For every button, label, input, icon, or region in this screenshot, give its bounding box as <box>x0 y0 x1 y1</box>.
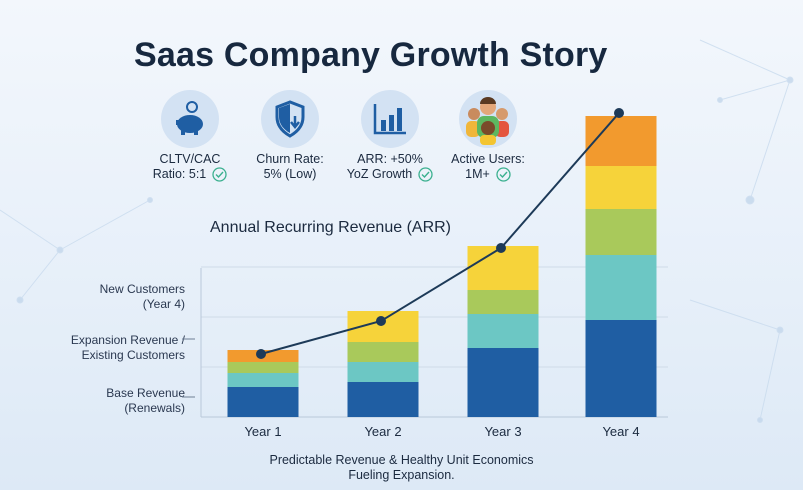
y-label-base: Base Revenue (Renewals) <box>106 386 185 415</box>
bar-segment-new <box>467 246 539 290</box>
bar-segment-expansion <box>467 314 539 348</box>
bar-segment-upsell <box>585 209 657 255</box>
kpi-churn-rate: Churn Rate: 5% (Low) <box>230 90 350 182</box>
arr-trend-line <box>260 112 620 355</box>
bar-segment-base <box>347 382 419 417</box>
kpi-arr-growth: ARR: +50% YoZ Growth <box>330 90 450 182</box>
page-title: Saas Company Growth Story <box>134 36 608 74</box>
x-tick-label: Year 4 <box>602 424 639 439</box>
arr-trend-point <box>496 243 506 253</box>
y-label-expansion: Expansion Revenue / Existing Customers <box>70 333 185 362</box>
kpi-value: YoZ Growth <box>346 167 413 181</box>
footer-caption: Predictable Revenue & Healthy Unit Econo… <box>269 453 534 482</box>
check-icon <box>212 167 227 182</box>
chart-title: Annual Recurring Revenue (ARR) <box>210 219 451 236</box>
arr-trend-point <box>614 108 624 118</box>
kpi-active-users: Active Users: 1M+ <box>428 90 548 182</box>
kpi-label: ARR: +50% <box>357 152 423 166</box>
arr-trend-point <box>376 316 386 326</box>
bar-segment-base <box>467 348 539 417</box>
x-tick-label: Year 1 <box>244 424 281 439</box>
check-icon <box>418 167 433 182</box>
y-label-new-customers: New Customers (Year 4) <box>99 282 185 311</box>
kpi-value: 1M+ <box>465 167 490 181</box>
bar-segment-base <box>585 320 657 417</box>
bar-segment-base <box>227 387 299 417</box>
x-tick-label: Year 3 <box>484 424 521 439</box>
kpi-cltv-cac: CLTV/CAC Ratio: 5:1 <box>130 90 250 182</box>
kpi-label: CLTV/CAC <box>159 152 221 166</box>
bar-chart-icon <box>361 90 419 148</box>
bar-segment-expansion <box>347 362 419 382</box>
bar-segment-new <box>585 166 657 209</box>
bar-segment-extra <box>585 116 657 166</box>
check-icon <box>496 167 511 182</box>
piggy-bank-icon <box>161 90 219 148</box>
arr-trend-point <box>256 349 266 359</box>
bar-segment-expansion <box>585 255 657 320</box>
bar-segment-expansion <box>227 373 299 387</box>
kpi-value: Ratio: 5:1 <box>152 167 207 181</box>
bar-segment-upsell <box>467 290 539 314</box>
x-tick-label: Year 2 <box>364 424 401 439</box>
users-group-icon <box>459 90 517 148</box>
bar-segment-upsell <box>347 342 419 362</box>
kpi-value: 5% (Low) <box>263 167 317 181</box>
shield-down-arrow-icon <box>261 90 319 148</box>
bar-segment-upsell <box>227 362 299 373</box>
kpi-label: Churn Rate: <box>256 152 324 166</box>
kpi-label: Active Users: <box>451 152 525 166</box>
